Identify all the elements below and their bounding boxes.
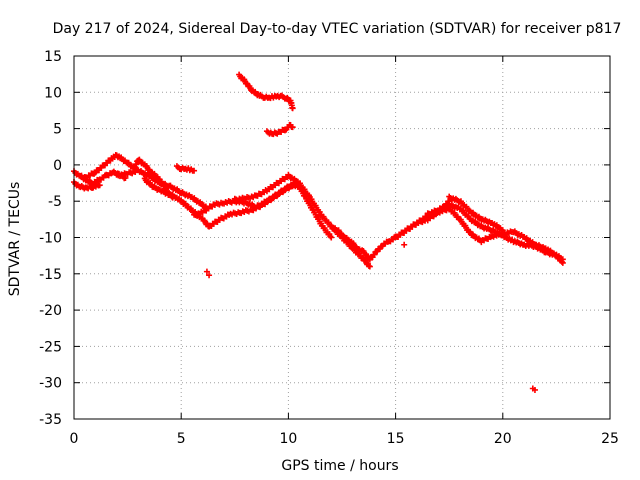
y-axis-label: SDTVAR / TECUs xyxy=(7,182,23,297)
data-points xyxy=(71,71,566,393)
y-tick-label: -15 xyxy=(39,267,62,283)
y-tick-label: 10 xyxy=(44,85,62,101)
data-point xyxy=(203,268,210,275)
data-point xyxy=(289,124,296,131)
series-arc-late-2 xyxy=(392,204,566,266)
x-tick-label: 15 xyxy=(387,431,405,447)
y-tick-label: -10 xyxy=(39,231,62,247)
series-arc-early-2 xyxy=(71,179,103,192)
data-point xyxy=(191,167,198,174)
data-point xyxy=(499,227,506,234)
y-tick-label: -30 xyxy=(39,376,62,392)
x-tick-label: 25 xyxy=(601,431,619,447)
y-tick-label: 5 xyxy=(53,122,62,138)
series-arc-early-7 xyxy=(173,163,198,174)
grid-lines xyxy=(74,56,610,419)
y-tick-label: -20 xyxy=(39,303,62,319)
data-point xyxy=(328,234,335,241)
series-arc-high-1 xyxy=(236,71,296,112)
x-tick-label: 0 xyxy=(70,431,79,447)
data-point xyxy=(289,105,296,112)
series-arc-mid-3 xyxy=(231,171,373,270)
series-arc-late-1 xyxy=(328,198,453,263)
series-arc-mid-2 xyxy=(206,182,335,241)
axis-ticks: 0 5 10 15 20 25 15 10 5 0 -5 -10 -15 -20 -25 -30 -35 xyxy=(39,49,619,447)
series-arc-high-2 xyxy=(263,121,296,138)
y-tick-label: -25 xyxy=(39,339,62,355)
series-arc-late-4 xyxy=(446,193,506,234)
data-point xyxy=(96,182,103,189)
data-point xyxy=(401,241,408,248)
chart-title: Day 217 of 2024, Sidereal Day-to-day VTE… xyxy=(53,21,622,37)
x-tick-label: 20 xyxy=(494,431,512,447)
series-outliers xyxy=(203,241,538,393)
y-tick-label: -35 xyxy=(39,412,62,428)
x-axis-label: GPS time / hours xyxy=(281,458,398,474)
data-point xyxy=(559,256,566,263)
data-point xyxy=(531,386,538,393)
series-arc-late-3 xyxy=(424,201,566,263)
data-point xyxy=(366,263,373,270)
x-tick-label: 10 xyxy=(279,431,297,447)
y-tick-label: 15 xyxy=(44,49,62,65)
data-point xyxy=(206,272,213,279)
x-tick-label: 5 xyxy=(177,431,186,447)
y-tick-label: 0 xyxy=(53,158,62,174)
y-tick-label: -5 xyxy=(48,194,62,210)
